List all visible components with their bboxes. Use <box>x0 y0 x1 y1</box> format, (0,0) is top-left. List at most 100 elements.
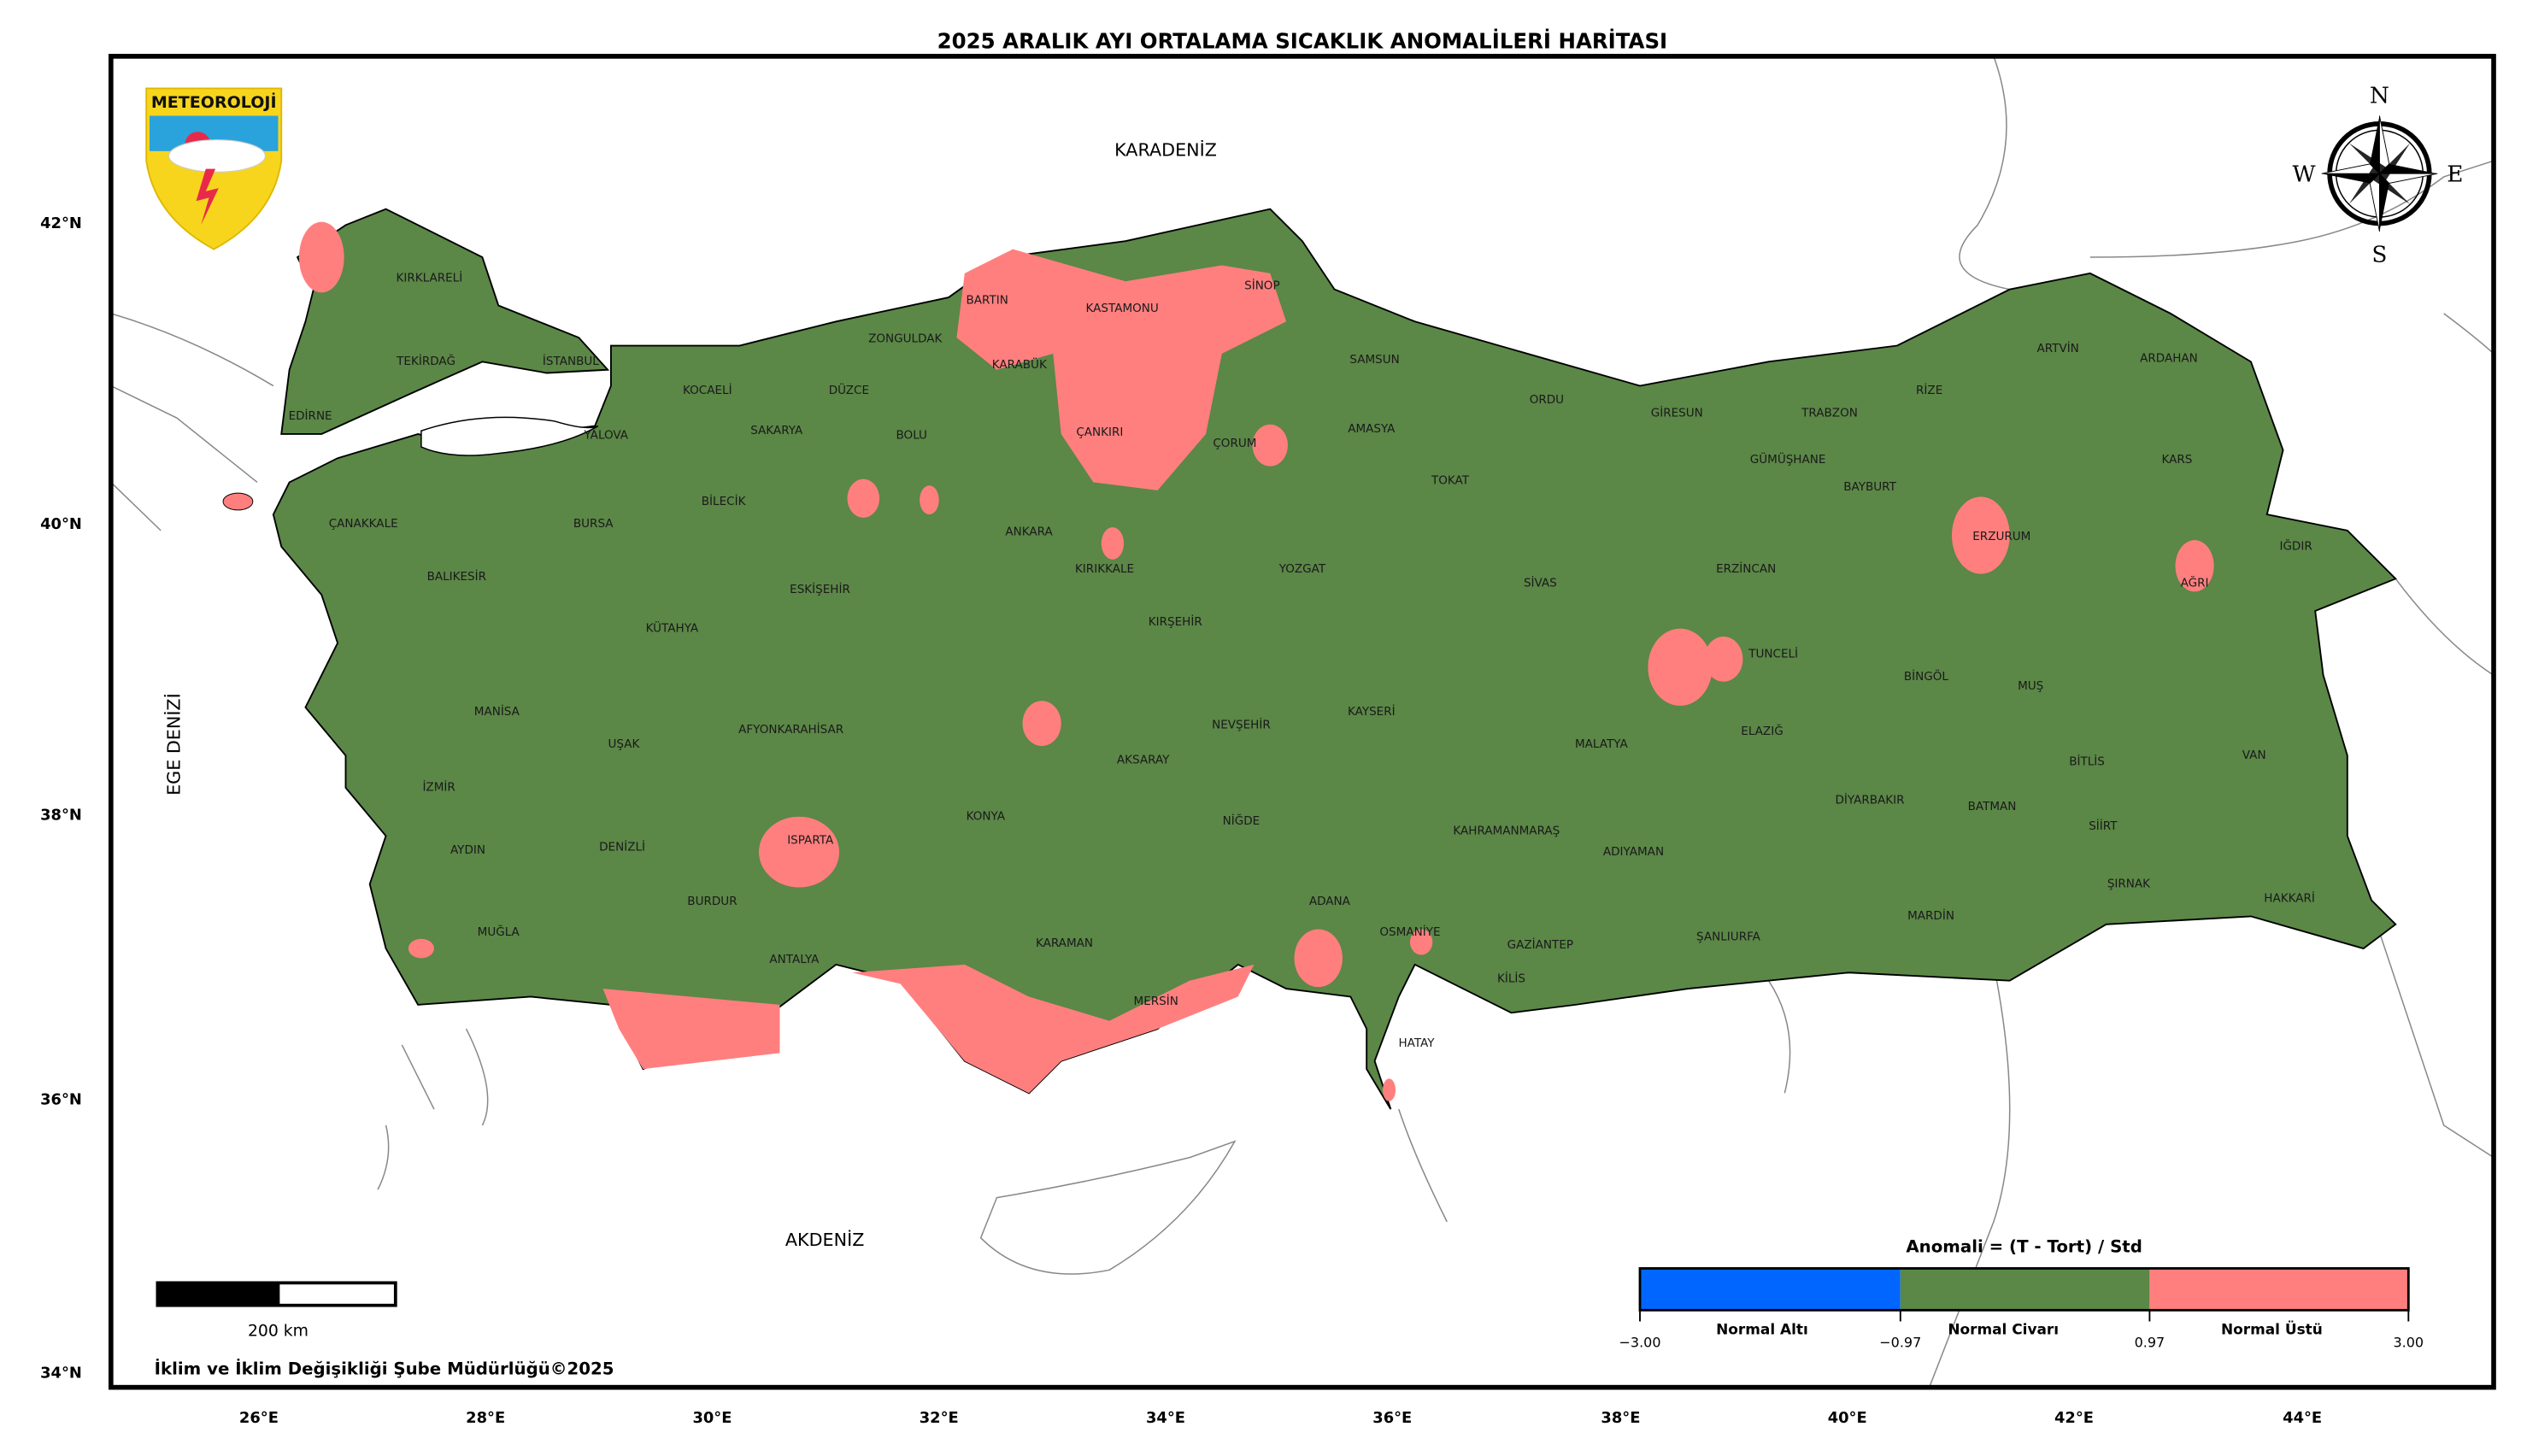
province-label: KIRIKKALE <box>1075 562 1134 576</box>
province-label: MUŞ <box>2018 679 2043 693</box>
province-label: IĞDIR <box>2279 537 2312 553</box>
province-label: AFYONKARAHİSAR <box>738 721 844 737</box>
province-label: BATMAN <box>1968 800 2017 813</box>
province-label: ÇANAKKALE <box>329 517 398 531</box>
compass-w: W <box>2292 162 2315 188</box>
province-label: BOLU <box>896 429 927 443</box>
compass-s: S <box>2371 243 2387 268</box>
lon-axis: 26°E 28°E 30°E 32°E 34°E 36°E 38°E 40°E … <box>239 1409 2322 1427</box>
map-frame <box>108 54 2496 1390</box>
province-label: MERSİN <box>1134 993 1178 1008</box>
legend-swatch-above <box>2149 1268 2409 1311</box>
province-label: TEKİRDAĞ <box>396 353 455 368</box>
black-sea-label: KARADENİZ <box>1114 139 1217 161</box>
province-labels: KIRKLARELİ TEKİRDAĞ EDİRNE İSTANBUL KOCAELİ D… <box>289 269 2315 1050</box>
lon-tick: 34°E <box>1146 1409 1185 1427</box>
province-label: ŞANLIURFA <box>1696 931 1761 944</box>
province-label: SAKARYA <box>750 424 803 437</box>
svg-text:METEOROLOJİ: METEOROLOJİ <box>151 91 277 112</box>
province-label: AĞRI <box>2181 575 2209 590</box>
province-label: BURSA <box>573 517 614 531</box>
province-label: AKSARAY <box>1117 754 1170 767</box>
province-label: BİTLİS <box>2069 754 2105 769</box>
mediterranean-label: AKDENİZ <box>785 1229 864 1250</box>
province-label: BURDUR <box>687 895 737 908</box>
province-label: OSMANİYE <box>1379 924 1440 939</box>
province-label: ZONGULDAK <box>868 332 943 346</box>
legend-swatch-normal <box>1900 1268 2150 1311</box>
province-label: BALIKESİR <box>427 568 487 584</box>
province-label: TRABZON <box>1801 406 1858 420</box>
thrace <box>280 208 610 435</box>
province-label: NEVŞEHİR <box>1212 716 1271 731</box>
compass-e: E <box>2447 162 2463 188</box>
map-title: 2025 ARALIK AYI ORTALAMA SICAKLIK ANOMAL… <box>937 28 1668 53</box>
legend: Anomali = (T - Tort) / Std Normal Altı N… <box>1619 1237 2424 1351</box>
province-label: ISPARTA <box>787 834 834 848</box>
neighbor-borders <box>110 56 2495 1388</box>
lon-tick: 38°E <box>1601 1409 1640 1427</box>
province-label: ELAZIĞ <box>1741 723 1783 738</box>
province-label: YOZGAT <box>1278 562 1326 576</box>
province-label: GÜMÜŞHANE <box>1750 451 1826 467</box>
province-label: GAZİANTEP <box>1507 936 1573 952</box>
province-label: KASTAMONU <box>1086 302 1159 315</box>
province-label: ADANA <box>1309 895 1351 908</box>
province-label: ERZİNCAN <box>1716 561 1776 576</box>
scale-bar-label: 200 km <box>248 1322 309 1340</box>
legend-label-normal: Normal Civarı <box>1948 1321 2059 1338</box>
province-label: BAYBURT <box>1843 480 1896 494</box>
lat-axis: 42°N 40°N 38°N 36°N 34°N <box>40 214 82 1382</box>
province-label: GİRESUN <box>1651 404 1703 420</box>
lat-tick: 36°N <box>40 1091 82 1109</box>
legend-tick: −0.97 <box>1879 1335 1921 1351</box>
legend-label-above: Normal Üstü <box>2221 1320 2323 1338</box>
province-label: SİİRT <box>2089 818 2118 833</box>
province-label: VAN <box>2242 749 2266 762</box>
lon-tick: 36°E <box>1372 1409 1412 1427</box>
province-label: NİĞDE <box>1223 813 1260 828</box>
lon-tick: 42°E <box>2054 1409 2094 1427</box>
lon-tick: 28°E <box>466 1409 505 1427</box>
province-label: MALATYA <box>1575 737 1628 751</box>
province-label: SİNOP <box>1244 278 1280 293</box>
province-label: KOCAELİ <box>683 382 732 397</box>
legend-swatch-below <box>1640 1268 1901 1311</box>
province-label: HATAY <box>1398 1036 1435 1050</box>
province-label: MUĞLA <box>478 924 520 939</box>
province-label: EDİRNE <box>289 408 332 423</box>
compass-n: N <box>2370 83 2389 109</box>
province-label: ÇORUM <box>1213 437 1256 450</box>
province-label: ESKİŞEHİR <box>790 581 850 596</box>
marmara-sea <box>420 416 599 456</box>
province-label: KAHRAMANMARAŞ <box>1453 824 1560 837</box>
province-label: MARDİN <box>1907 907 1954 923</box>
province-label: BİLECİK <box>702 493 747 508</box>
lon-tick: 26°E <box>239 1409 279 1427</box>
province-label: KIRŞEHİR <box>1149 614 1203 629</box>
province-label: KONYA <box>967 810 1006 824</box>
province-label: ORDU <box>1530 393 1564 407</box>
province-label: ARTVİN <box>2037 340 2079 355</box>
lon-tick: 32°E <box>920 1409 959 1427</box>
province-label: ANKARA <box>1005 525 1053 539</box>
legend-tick: 0.97 <box>2135 1335 2165 1351</box>
province-label: ARDAHAN <box>2140 351 2198 365</box>
province-label: SİVAS <box>1524 575 1557 590</box>
meteoroloji-logo: METEOROLOJİ <box>145 87 283 250</box>
province-label: UŞAK <box>608 737 641 751</box>
province-label: KAYSERİ <box>1348 703 1396 719</box>
province-label: ÇANKIRI <box>1076 426 1123 439</box>
lon-tick: 40°E <box>1828 1409 1867 1427</box>
province-label: AYDIN <box>450 843 485 857</box>
province-label: İSTANBUL <box>543 353 599 368</box>
province-label: İZMİR <box>422 779 455 795</box>
scale-bar: 200 km <box>156 1281 397 1340</box>
province-label: KARS <box>2161 453 2192 467</box>
lon-tick: 30°E <box>692 1409 732 1427</box>
legend-label-below: Normal Altı <box>1716 1321 1808 1338</box>
legend-tick: 3.00 <box>2394 1335 2424 1351</box>
province-label: KİLİS <box>1497 971 1525 986</box>
legend-title: Anomali = (T - Tort) / Std <box>1906 1237 2142 1257</box>
